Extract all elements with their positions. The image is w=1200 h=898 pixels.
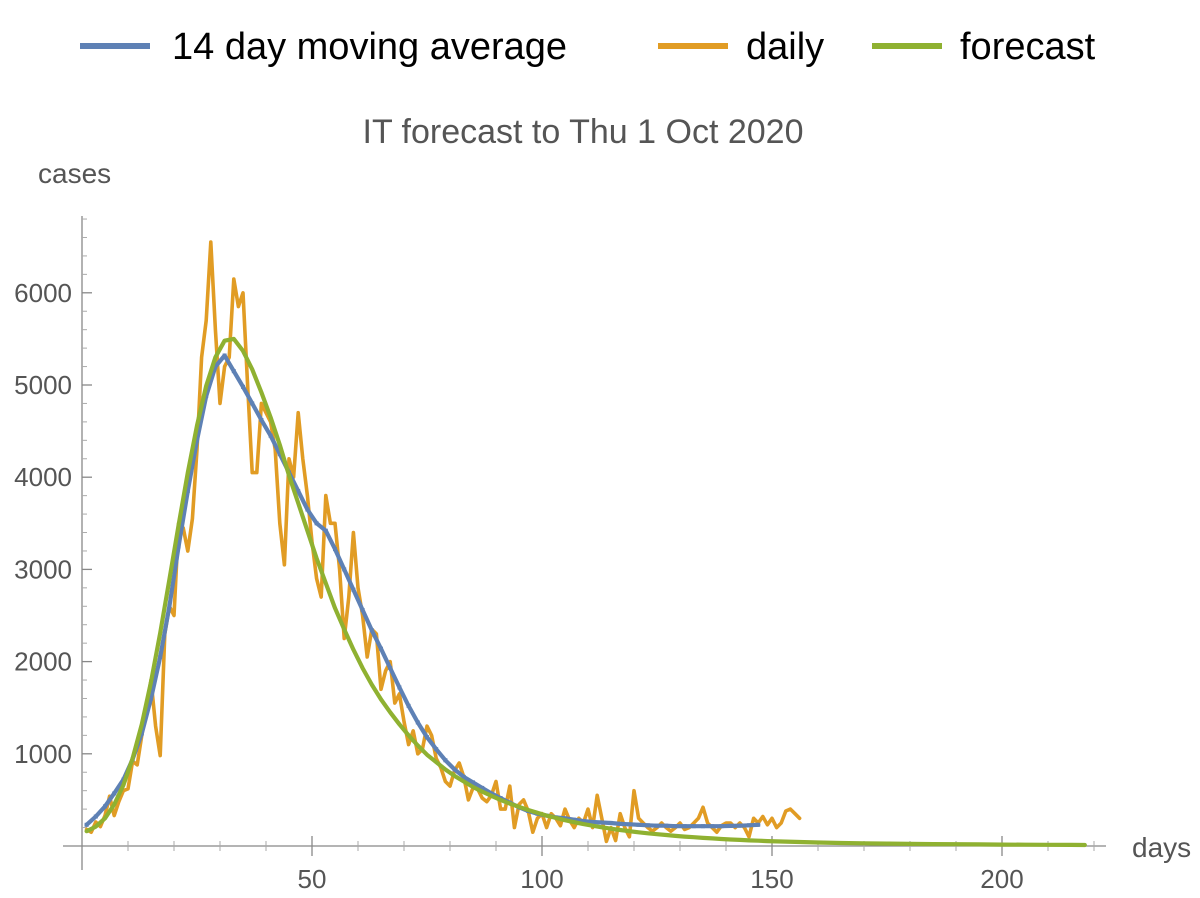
moving-average-point bbox=[323, 528, 328, 533]
moving-average-point bbox=[627, 822, 632, 827]
moving-average-point bbox=[333, 547, 337, 552]
moving-average-point bbox=[701, 824, 705, 829]
moving-average-point bbox=[425, 735, 429, 740]
legend-label-forecast: forecast bbox=[960, 26, 1096, 68]
moving-average-point bbox=[691, 824, 696, 829]
moving-average-point bbox=[139, 731, 144, 736]
moving-average-point bbox=[664, 823, 669, 828]
moving-average-point bbox=[158, 654, 163, 659]
y-axis-label: cases bbox=[38, 158, 111, 189]
chart-title: IT forecast to Thu 1 Oct 2020 bbox=[363, 113, 804, 151]
moving-average-point bbox=[599, 820, 604, 825]
moving-average-point bbox=[397, 685, 402, 690]
y-tick-label: 5000 bbox=[14, 370, 72, 400]
moving-average-point bbox=[379, 646, 383, 651]
series-line-14-day-moving-average bbox=[84, 353, 761, 829]
moving-average-point bbox=[231, 369, 236, 374]
y-tick-label: 2000 bbox=[14, 647, 72, 677]
moving-average-point bbox=[84, 822, 89, 827]
moving-average-point bbox=[489, 791, 494, 796]
x-tick-label: 200 bbox=[980, 864, 1023, 894]
y-tick-label: 1000 bbox=[14, 739, 72, 769]
moving-average-point bbox=[572, 817, 577, 822]
moving-average-point bbox=[406, 703, 411, 708]
moving-average-point bbox=[415, 720, 420, 725]
moving-average-point bbox=[305, 507, 310, 512]
moving-average-point bbox=[609, 820, 613, 825]
moving-average-point bbox=[645, 823, 650, 828]
moving-average-point bbox=[360, 607, 365, 612]
moving-average-point bbox=[434, 747, 439, 752]
moving-average-point bbox=[259, 418, 264, 423]
y-tick-label: 3000 bbox=[14, 554, 72, 584]
moving-average-point bbox=[314, 521, 319, 526]
moving-average-point bbox=[176, 544, 181, 549]
moving-average-point bbox=[369, 628, 374, 633]
y-tick-label: 4000 bbox=[14, 462, 72, 492]
ticks: 50 100 150 200 1000 2000 3000 4000 5000 6000 bbox=[14, 218, 1095, 894]
x-tick-label: 50 bbox=[298, 864, 327, 894]
series-layer bbox=[84, 240, 1087, 848]
x-axis-label: days bbox=[1132, 832, 1191, 863]
series-line-forecast bbox=[84, 336, 1087, 848]
legend: 14 day moving average daily forecast bbox=[80, 26, 1096, 68]
moving-average-point bbox=[342, 567, 347, 572]
moving-average-point bbox=[747, 823, 751, 828]
moving-average-point bbox=[728, 823, 733, 828]
moving-average-point bbox=[185, 489, 190, 494]
moving-average-point bbox=[636, 822, 641, 827]
moving-average-point bbox=[195, 438, 199, 443]
moving-average-point bbox=[590, 820, 595, 825]
moving-average-point bbox=[388, 666, 393, 671]
moving-average-point bbox=[655, 823, 659, 828]
moving-average-point bbox=[682, 824, 687, 829]
moving-average-point bbox=[756, 822, 761, 827]
moving-average-point bbox=[351, 587, 356, 592]
moving-average-point bbox=[250, 401, 255, 406]
moving-average-point bbox=[222, 353, 227, 358]
moving-average-point bbox=[719, 824, 724, 829]
moving-average-point bbox=[277, 452, 282, 457]
moving-average-point bbox=[480, 785, 485, 790]
moving-average-point bbox=[241, 384, 245, 389]
moving-average-point bbox=[461, 774, 466, 779]
moving-average-point bbox=[443, 758, 448, 763]
x-tick-label: 100 bbox=[520, 864, 563, 894]
moving-average-point bbox=[149, 696, 153, 701]
moving-average-point bbox=[213, 364, 218, 369]
moving-average-point bbox=[112, 791, 117, 796]
moving-average-point bbox=[296, 489, 301, 494]
legend-label-moving-average: 14 day moving average bbox=[172, 26, 567, 68]
moving-average-point bbox=[737, 823, 742, 828]
moving-average-point bbox=[452, 767, 457, 772]
series-line-daily bbox=[84, 240, 802, 844]
moving-average-point bbox=[581, 819, 586, 824]
moving-average-point bbox=[618, 821, 623, 826]
legend-label-daily: daily bbox=[746, 26, 824, 68]
moving-average-point bbox=[673, 824, 678, 829]
moving-average-point bbox=[93, 814, 98, 819]
moving-average-point bbox=[204, 394, 209, 399]
x-tick-label: 150 bbox=[750, 864, 793, 894]
axes bbox=[63, 216, 1106, 870]
moving-average-point bbox=[167, 604, 172, 609]
y-tick-label: 6000 bbox=[14, 278, 72, 308]
moving-average-point bbox=[103, 804, 107, 809]
moving-average-point bbox=[710, 824, 715, 829]
moving-average-point bbox=[268, 433, 273, 438]
moving-average-point bbox=[471, 780, 475, 785]
